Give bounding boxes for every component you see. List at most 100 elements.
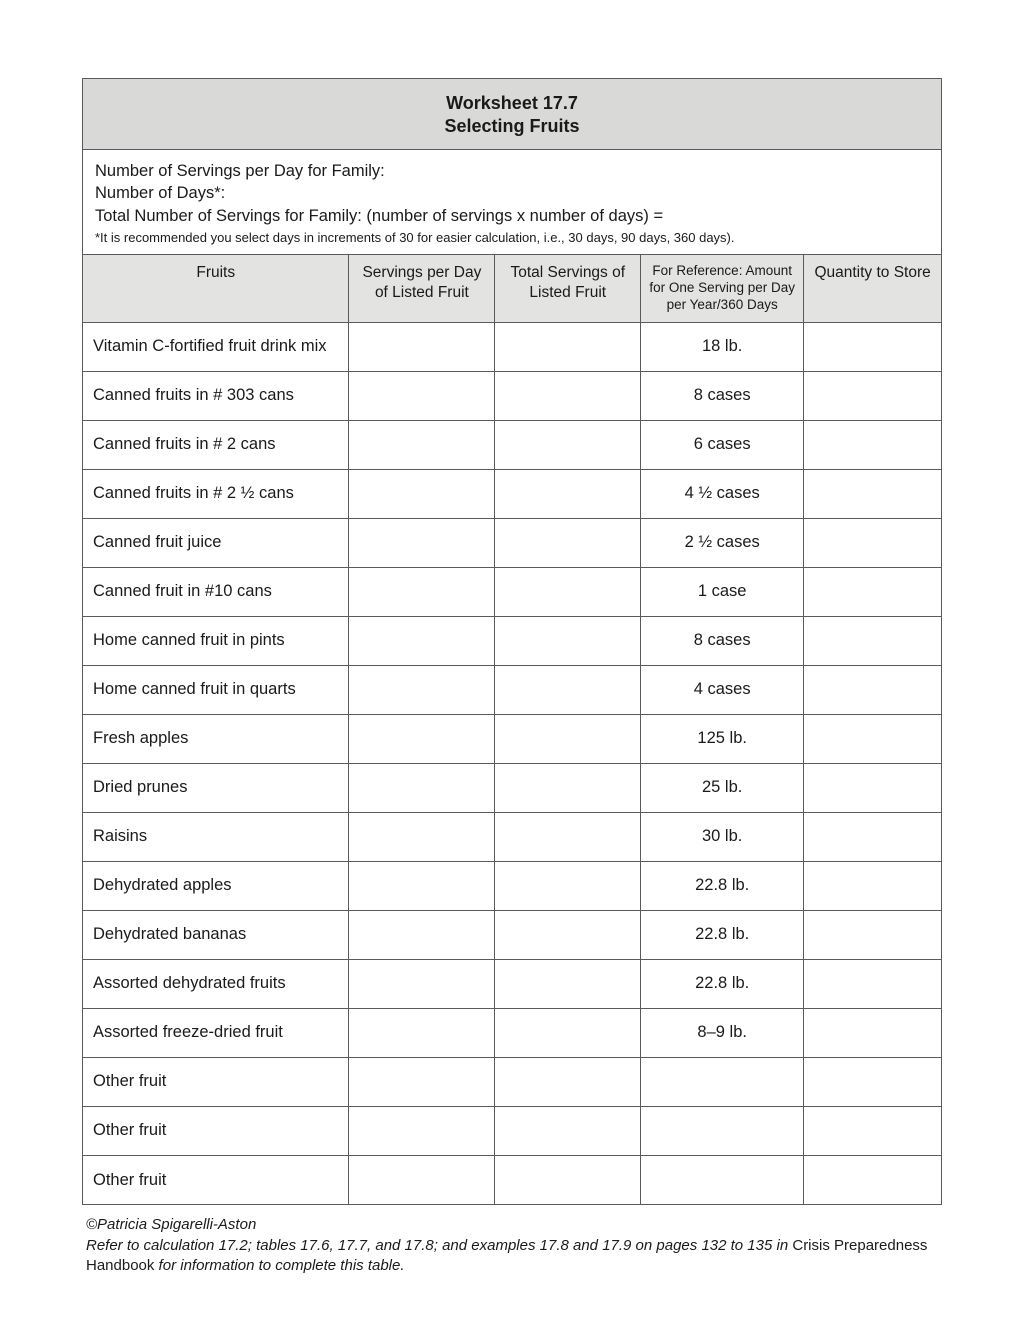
cell-quantity-to-store[interactable] [804, 861, 941, 910]
cell-quantity-to-store[interactable] [804, 910, 941, 959]
cell-quantity-to-store[interactable] [804, 812, 941, 861]
cell-servings-per-day[interactable] [349, 959, 495, 1008]
cell-fruit-name: Raisins [83, 812, 349, 861]
cell-fruit-name: Dehydrated apples [83, 861, 349, 910]
cell-quantity-to-store[interactable] [804, 665, 941, 714]
cell-fruit-name: Other fruit [83, 1106, 349, 1155]
cell-total-servings[interactable] [495, 910, 641, 959]
worksheet-number: Worksheet 17.7 [83, 93, 941, 114]
cell-quantity-to-store[interactable] [804, 1155, 941, 1204]
table-row: Other fruit [83, 1106, 941, 1155]
cell-servings-per-day[interactable] [349, 518, 495, 567]
cell-servings-per-day[interactable] [349, 1057, 495, 1106]
cell-fruit-name: Other fruit [83, 1155, 349, 1204]
cell-quantity-to-store[interactable] [804, 322, 941, 371]
reference-text-1: Refer to calculation 17.2; tables 17.6, … [86, 1237, 792, 1254]
table-row: Canned fruits in # 303 cans 8 cases [83, 371, 941, 420]
cell-total-servings[interactable] [495, 1106, 641, 1155]
worksheet-page: Worksheet 17.7 Selecting Fruits Number o… [0, 0, 1024, 1336]
cell-total-servings[interactable] [495, 420, 641, 469]
cell-servings-per-day[interactable] [349, 812, 495, 861]
cell-total-servings[interactable] [495, 812, 641, 861]
cell-quantity-to-store[interactable] [804, 420, 941, 469]
cell-quantity-to-store[interactable] [804, 959, 941, 1008]
table-row: Dehydrated bananas22.8 lb. [83, 910, 941, 959]
cell-reference-amount: 22.8 lb. [641, 959, 804, 1008]
cell-quantity-to-store[interactable] [804, 469, 941, 518]
cell-quantity-to-store[interactable] [804, 1057, 941, 1106]
cell-total-servings[interactable] [495, 371, 641, 420]
table-row: Home canned fruit in quarts 4 cases [83, 665, 941, 714]
cell-reference-amount: 4 cases [641, 665, 804, 714]
intro-note: *It is recommended you select days in in… [95, 229, 929, 247]
cell-total-servings[interactable] [495, 1057, 641, 1106]
cell-reference-amount: 1 case [641, 567, 804, 616]
cell-fruit-name: Canned fruit juice [83, 518, 349, 567]
fruits-table: Fruits Servings per Day of Listed Fruit … [83, 255, 941, 1204]
table-row: Canned fruits in # 2 ½ cans4 ½ cases [83, 469, 941, 518]
worksheet-name: Selecting Fruits [83, 116, 941, 137]
cell-total-servings[interactable] [495, 763, 641, 812]
cell-reference-amount [641, 1106, 804, 1155]
cell-servings-per-day[interactable] [349, 567, 495, 616]
cell-servings-per-day[interactable] [349, 714, 495, 763]
table-row: Dehydrated apples22.8 lb. [83, 861, 941, 910]
cell-quantity-to-store[interactable] [804, 1008, 941, 1057]
cell-servings-per-day[interactable] [349, 322, 495, 371]
cell-reference-amount [641, 1057, 804, 1106]
cell-reference-amount: 2 ½ cases [641, 518, 804, 567]
cell-reference-amount: 8 cases [641, 371, 804, 420]
cell-quantity-to-store[interactable] [804, 371, 941, 420]
cell-fruit-name: Canned fruits in # 303 cans [83, 371, 349, 420]
cell-fruit-name: Canned fruits in # 2 ½ cans [83, 469, 349, 518]
cell-total-servings[interactable] [495, 861, 641, 910]
table-row: Other fruit [83, 1057, 941, 1106]
cell-fruit-name: Canned fruits in # 2 cans [83, 420, 349, 469]
cell-servings-per-day[interactable] [349, 469, 495, 518]
cell-total-servings[interactable] [495, 665, 641, 714]
cell-fruit-name: Assorted dehydrated fruits [83, 959, 349, 1008]
cell-fruit-name: Dehydrated bananas [83, 910, 349, 959]
cell-quantity-to-store[interactable] [804, 616, 941, 665]
table-row: Assorted dehydrated fruits 22.8 lb. [83, 959, 941, 1008]
cell-servings-per-day[interactable] [349, 910, 495, 959]
intro-line-servings: Number of Servings per Day for Family: [95, 160, 929, 182]
table-row: Assorted freeze-dried fruit8–9 lb. [83, 1008, 941, 1057]
cell-servings-per-day[interactable] [349, 861, 495, 910]
cell-quantity-to-store[interactable] [804, 763, 941, 812]
cell-quantity-to-store[interactable] [804, 714, 941, 763]
cell-quantity-to-store[interactable] [804, 567, 941, 616]
col-header-quantity: Quantity to Store [804, 255, 941, 322]
cell-reference-amount: 18 lb. [641, 322, 804, 371]
cell-servings-per-day[interactable] [349, 371, 495, 420]
cell-servings-per-day[interactable] [349, 1106, 495, 1155]
cell-fruit-name: Vitamin C-fortified fruit drink mix [83, 322, 349, 371]
cell-fruit-name: Home canned fruit in pints [83, 616, 349, 665]
cell-servings-per-day[interactable] [349, 420, 495, 469]
cell-total-servings[interactable] [495, 518, 641, 567]
table-row: Dried prunes25 lb. [83, 763, 941, 812]
footer-block: ©Patricia Spigarelli-Aston Refer to calc… [82, 1205, 942, 1276]
cell-total-servings[interactable] [495, 469, 641, 518]
cell-servings-per-day[interactable] [349, 763, 495, 812]
cell-fruit-name: Fresh apples [83, 714, 349, 763]
cell-total-servings[interactable] [495, 1008, 641, 1057]
cell-quantity-to-store[interactable] [804, 1106, 941, 1155]
cell-total-servings[interactable] [495, 1155, 641, 1204]
cell-servings-per-day[interactable] [349, 1008, 495, 1057]
cell-quantity-to-store[interactable] [804, 518, 941, 567]
cell-fruit-name: Home canned fruit in quarts [83, 665, 349, 714]
table-header-row: Fruits Servings per Day of Listed Fruit … [83, 255, 941, 322]
cell-reference-amount: 30 lb. [641, 812, 804, 861]
cell-total-servings[interactable] [495, 567, 641, 616]
table-row: Raisins 30 lb. [83, 812, 941, 861]
title-block: Worksheet 17.7 Selecting Fruits [83, 79, 941, 150]
cell-servings-per-day[interactable] [349, 616, 495, 665]
cell-total-servings[interactable] [495, 616, 641, 665]
cell-total-servings[interactable] [495, 322, 641, 371]
cell-servings-per-day[interactable] [349, 1155, 495, 1204]
cell-total-servings[interactable] [495, 714, 641, 763]
cell-servings-per-day[interactable] [349, 665, 495, 714]
cell-total-servings[interactable] [495, 959, 641, 1008]
intro-line-total: Total Number of Servings for Family: (nu… [95, 205, 929, 227]
